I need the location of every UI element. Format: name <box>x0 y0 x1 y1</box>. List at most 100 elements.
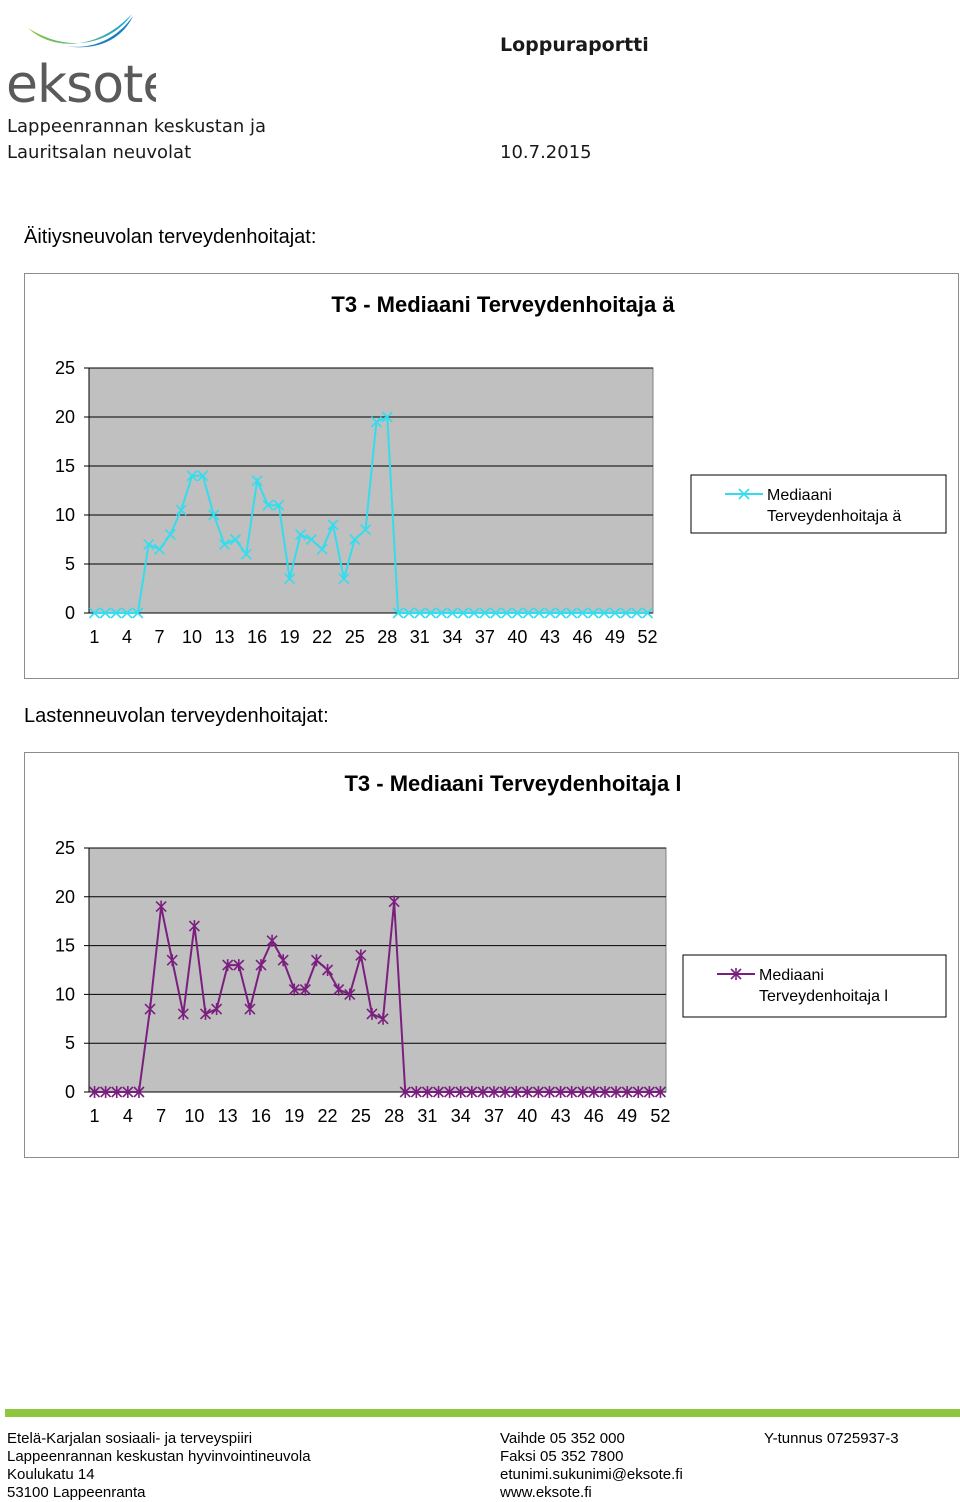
data-point <box>344 988 356 1001</box>
x-tick-label: 10 <box>182 627 202 647</box>
x-tick-label: 25 <box>351 1106 371 1126</box>
data-point <box>166 954 178 967</box>
data-point <box>153 543 166 555</box>
x-tick-label: 40 <box>517 1106 537 1126</box>
data-point <box>266 934 278 947</box>
x-tick-label: 28 <box>377 627 397 647</box>
x-tick-label: 37 <box>484 1106 504 1126</box>
x-tick-label: 46 <box>572 627 592 647</box>
x-tick-label: 13 <box>218 1106 238 1126</box>
data-point <box>88 1086 101 1098</box>
data-point <box>299 983 311 996</box>
x-tick-label: 22 <box>312 627 332 647</box>
footer-divider <box>5 1409 960 1417</box>
data-point <box>588 1086 600 1098</box>
x-tick-label: 16 <box>247 627 267 647</box>
data-point <box>577 1086 589 1098</box>
data-point <box>143 538 155 550</box>
data-point <box>499 1086 511 1098</box>
data-point <box>338 573 350 585</box>
data-point <box>490 607 502 619</box>
data-point <box>399 1086 411 1098</box>
y-tick-label: 15 <box>55 456 75 476</box>
data-point <box>643 1086 655 1098</box>
data-point <box>110 607 122 619</box>
x-tick-label: 52 <box>638 627 658 647</box>
footer-email[interactable]: etunimi.sukunimi@eksote.fi <box>500 1466 683 1483</box>
x-tick-label: 4 <box>122 627 132 647</box>
data-point <box>262 499 274 511</box>
data-point <box>99 607 111 619</box>
data-point <box>233 959 245 972</box>
data-point <box>566 1086 578 1098</box>
x-tick-label: 19 <box>280 627 300 647</box>
maternity-section-label: Äitiysneuvolan terveydenhoitajat: <box>24 226 317 248</box>
data-point <box>322 964 334 976</box>
data-point <box>199 1007 212 1020</box>
x-tick-label: 31 <box>410 627 430 647</box>
data-point <box>610 1086 622 1098</box>
data-point <box>388 895 400 908</box>
data-point <box>566 607 578 619</box>
data-point <box>277 954 289 967</box>
y-tick-label: 20 <box>55 887 75 907</box>
data-point <box>510 1086 522 1098</box>
y-tick-label: 5 <box>65 1033 75 1053</box>
data-point <box>425 607 437 619</box>
data-point <box>414 607 426 619</box>
data-point <box>219 538 231 550</box>
chart-1-legend: Mediaani Terveydenhoitaja ä <box>690 474 947 534</box>
x-tick-label: 1 <box>89 627 99 647</box>
data-point <box>410 1086 422 1098</box>
data-point <box>133 1086 145 1098</box>
x-tick-label: 19 <box>284 1106 304 1126</box>
data-point <box>621 1086 633 1098</box>
x-tick-label: 31 <box>417 1106 437 1126</box>
footer-postal: 53100 Lappeenranta <box>7 1484 146 1501</box>
data-point <box>381 411 393 423</box>
chart-1-title: T3 - Mediaani Terveydenhoitaja ä <box>331 292 675 317</box>
legend-label-line-1: Mediaani <box>759 967 824 984</box>
data-point <box>164 529 176 541</box>
y-tick-label: 0 <box>65 603 75 623</box>
footer-col-2: Vaihde 05 352 000 Faksi 05 352 7800 etun… <box>500 1430 683 1502</box>
data-point <box>477 1086 489 1098</box>
footer-col-3: Y-tunnus 0725937-3 <box>764 1430 899 1448</box>
eksote-logo: eksote <box>6 10 174 115</box>
data-point <box>642 607 654 619</box>
footer-website[interactable]: www.eksote.fi <box>500 1484 592 1501</box>
data-point <box>555 607 567 619</box>
data-point <box>255 959 267 972</box>
data-point <box>532 1086 544 1098</box>
footer-org: Etelä-Karjalan sosiaali- ja terveyspiiri <box>7 1430 253 1447</box>
x-tick-label: 49 <box>605 627 625 647</box>
data-point <box>403 607 415 619</box>
data-point <box>355 949 367 962</box>
footer-phone: Vaihde 05 352 000 <box>500 1430 625 1447</box>
data-point <box>620 607 632 619</box>
x-tick-label: 10 <box>184 1106 204 1126</box>
data-point <box>521 1086 533 1098</box>
data-point <box>522 607 534 619</box>
data-point <box>446 607 458 619</box>
org-line-1: Lappeenrannan keskustan ja <box>7 116 267 137</box>
data-point <box>294 529 307 541</box>
x-tick-label: 1 <box>90 1106 100 1126</box>
data-point <box>544 607 556 619</box>
footer-unit: Lappeenrannan keskustan hyvinvointineuvo… <box>7 1448 311 1465</box>
data-point <box>208 509 220 521</box>
x-tick-label: 52 <box>650 1106 670 1126</box>
data-point <box>631 607 643 619</box>
x-tick-label: 4 <box>123 1106 133 1126</box>
x-tick-label: 46 <box>584 1106 604 1126</box>
data-point <box>88 607 100 619</box>
report-date: 10.7.2015 <box>500 142 592 163</box>
data-point <box>543 1086 556 1098</box>
child-section-label: Lastenneuvolan terveydenhoitajat: <box>24 705 329 727</box>
data-point <box>122 1086 134 1098</box>
x-tick-label: 49 <box>617 1106 637 1126</box>
report-title: Loppuraportti <box>500 34 649 56</box>
x-tick-label: 13 <box>215 627 235 647</box>
data-point <box>177 1007 189 1020</box>
data-point <box>273 499 285 511</box>
